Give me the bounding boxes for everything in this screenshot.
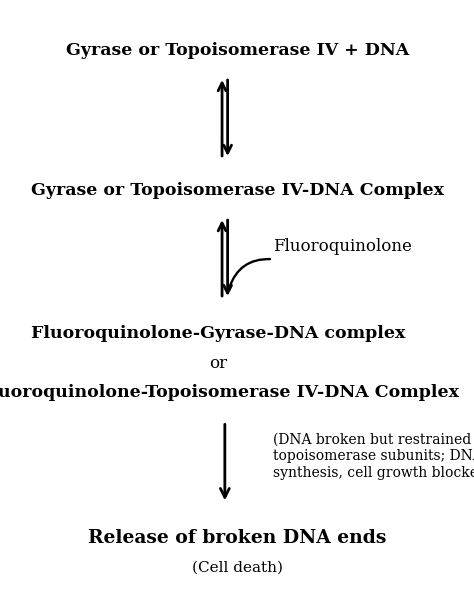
Text: Release of broken DNA ends: Release of broken DNA ends xyxy=(88,529,386,547)
Text: Fluoroquinolone-Topoisomerase IV-DNA Complex: Fluoroquinolone-Topoisomerase IV-DNA Com… xyxy=(0,384,459,401)
Text: Fluoroquinolone: Fluoroquinolone xyxy=(273,238,411,255)
Text: Gyrase or Topoisomerase IV-DNA Complex: Gyrase or Topoisomerase IV-DNA Complex xyxy=(31,182,444,200)
Text: (Cell death): (Cell death) xyxy=(191,561,283,574)
Text: (DNA broken but restrained by
topoisomerase subunits; DNA
synthesis, cell growth: (DNA broken but restrained by topoisomer… xyxy=(273,433,474,480)
Text: Fluoroquinolone-Gyrase-DNA complex: Fluoroquinolone-Gyrase-DNA complex xyxy=(31,326,406,342)
Text: Gyrase or Topoisomerase IV + DNA: Gyrase or Topoisomerase IV + DNA xyxy=(65,43,409,59)
Text: or: or xyxy=(210,355,228,372)
